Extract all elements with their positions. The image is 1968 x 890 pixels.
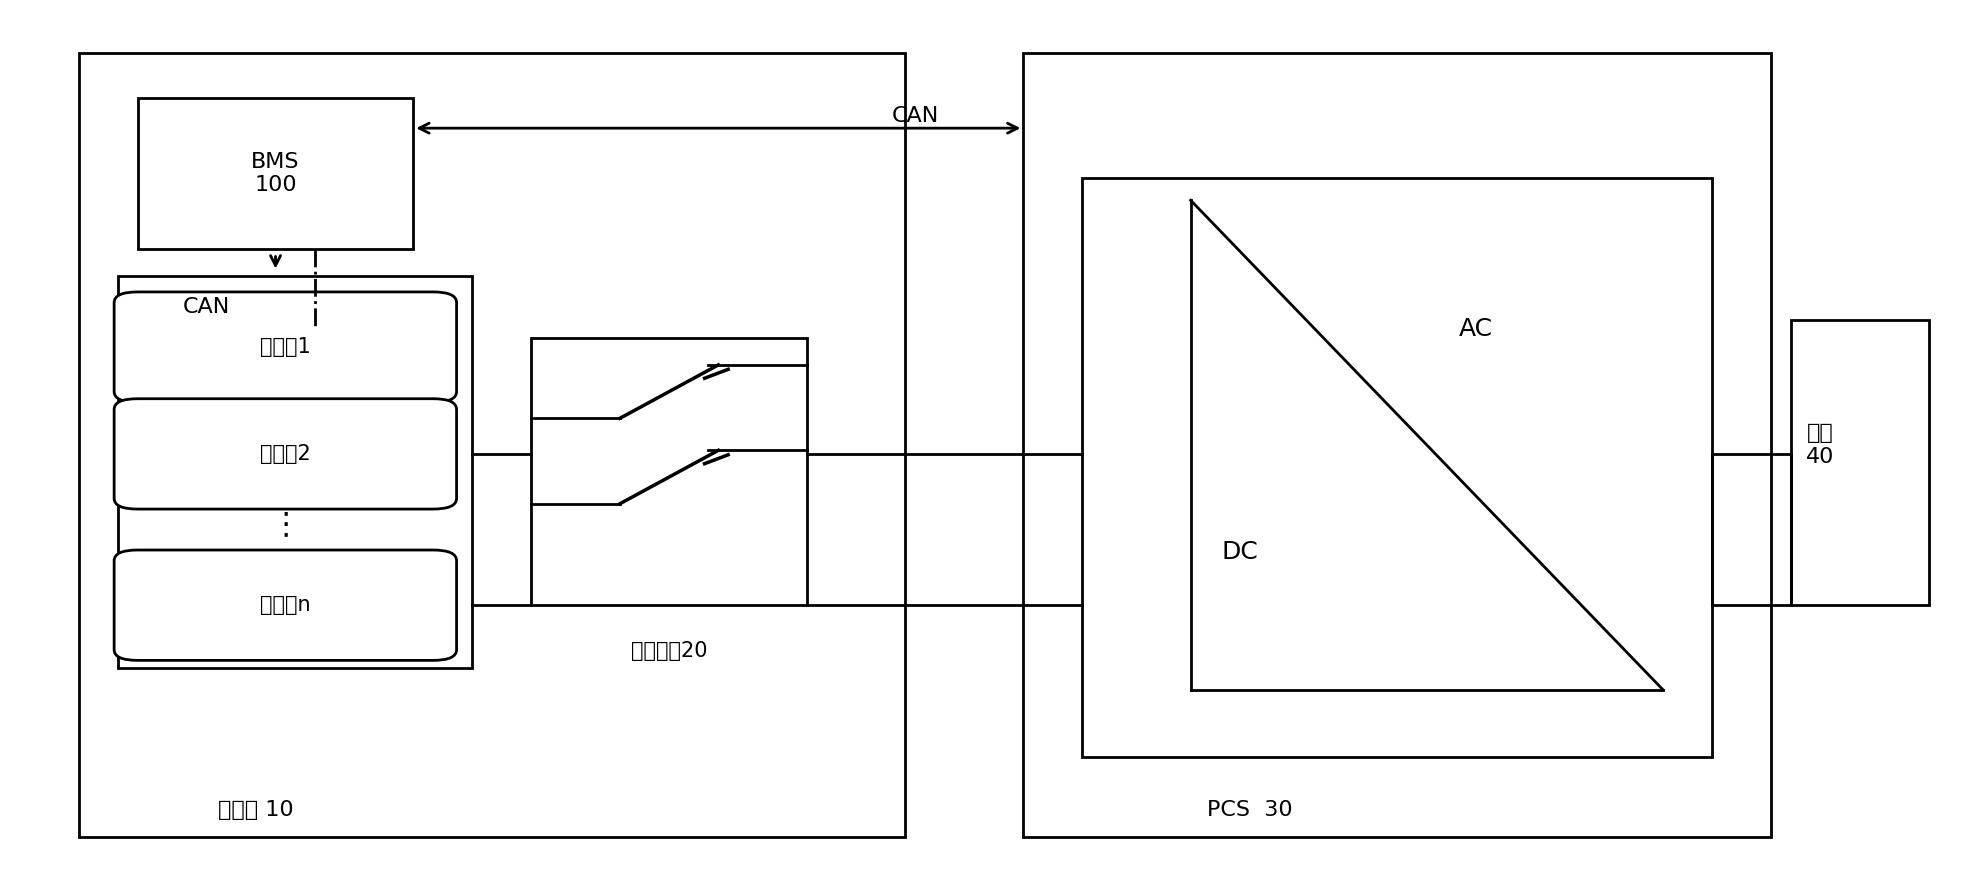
- Bar: [118, 276, 472, 668]
- Text: DC: DC: [1222, 540, 1258, 563]
- Bar: [1791, 320, 1929, 605]
- Bar: [531, 338, 807, 605]
- Text: CAN: CAN: [183, 297, 230, 317]
- Text: 开关设备20: 开关设备20: [632, 641, 707, 660]
- Bar: [138, 98, 413, 249]
- FancyBboxPatch shape: [114, 399, 457, 509]
- Text: ⋮: ⋮: [270, 511, 301, 539]
- Text: 电池组2: 电池组2: [260, 444, 311, 464]
- Bar: [1023, 53, 1771, 837]
- Text: 市电
40: 市电 40: [1807, 424, 1834, 466]
- Text: 电池组1: 电池组1: [260, 337, 311, 357]
- Bar: [1082, 178, 1712, 756]
- Text: BMS
100: BMS 100: [252, 152, 299, 195]
- Text: AC: AC: [1458, 318, 1494, 341]
- FancyBboxPatch shape: [114, 550, 457, 660]
- Text: 电池组n: 电池组n: [260, 595, 311, 615]
- Text: PCS  30: PCS 30: [1206, 800, 1293, 820]
- Bar: [79, 53, 905, 837]
- Text: CAN: CAN: [892, 106, 939, 125]
- Text: 电池柜 10: 电池柜 10: [218, 800, 293, 820]
- FancyBboxPatch shape: [114, 292, 457, 402]
